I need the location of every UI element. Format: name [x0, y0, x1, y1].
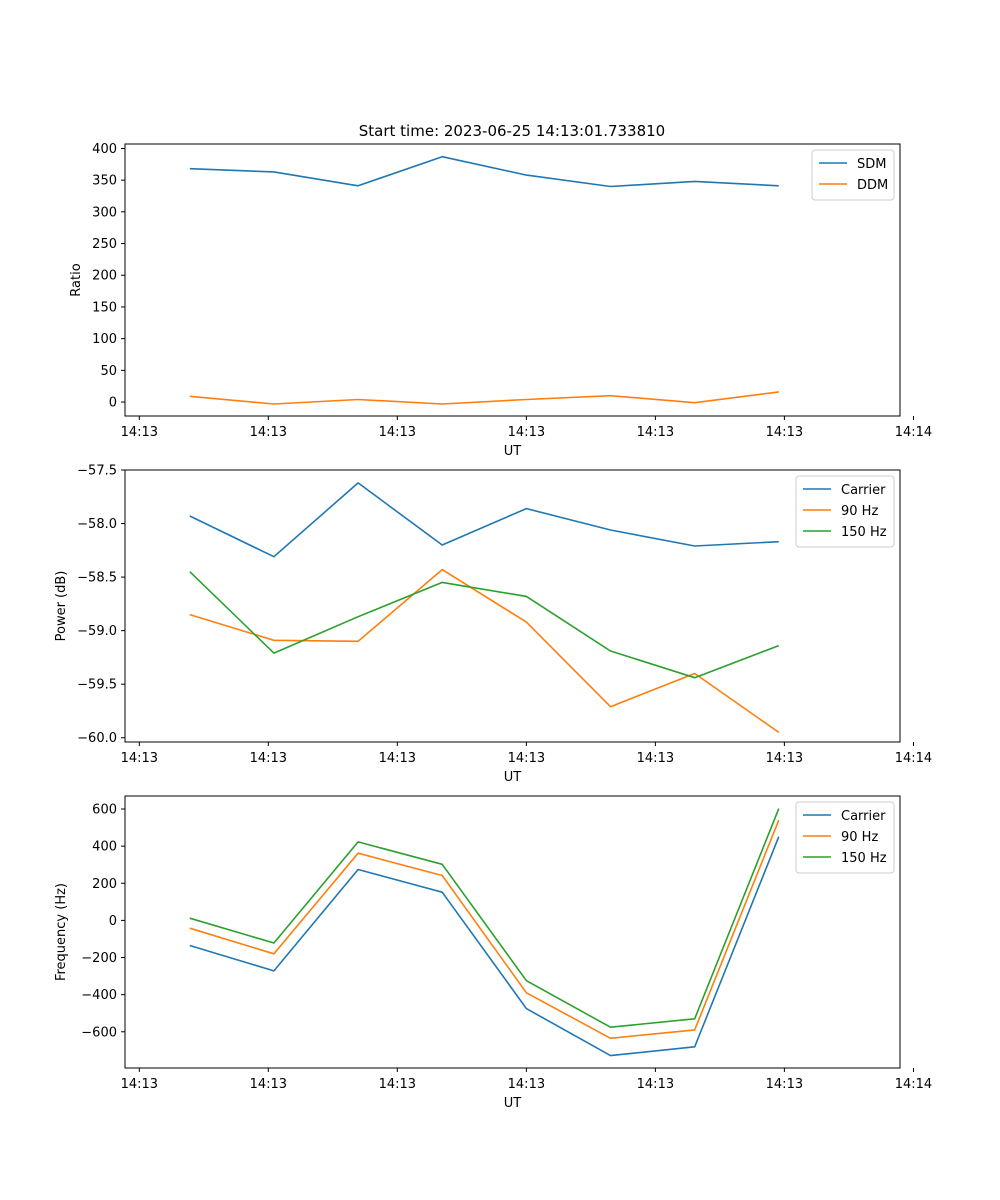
plots-container: 14:13 14:13 14:13 14:13 14:13 14:13 14:14 0 50 10…	[54, 142, 932, 1111]
x-tick-label: 14:13	[250, 425, 287, 440]
y-axis-label: Ratio	[69, 263, 84, 296]
y-tick-label: −58.5	[77, 571, 117, 586]
x-tick-label: 14:13	[121, 1077, 158, 1092]
y-tick-label: −60.0	[77, 731, 117, 746]
x-tick-label: 14:13	[121, 425, 158, 440]
y-tick-label: 600	[92, 802, 117, 817]
x-axis-label: UT	[504, 444, 522, 459]
y-tick-label: −58.0	[77, 517, 117, 532]
legend-label: 90 Hz	[841, 504, 878, 519]
x-axis-label: UT	[504, 770, 522, 785]
y-tick-label: 100	[92, 332, 117, 347]
legend: SDM DDM	[811, 149, 895, 201]
y-tick-label: −200	[81, 951, 117, 966]
series-line-150-hz	[189, 808, 780, 1028]
x-tick-label: 14:13	[637, 751, 674, 766]
x-tick-label: 14:13	[766, 425, 803, 440]
legend-label: Carrier	[841, 809, 886, 824]
x-tick-label: 14:13	[637, 425, 674, 440]
x-tick-label: 14:13	[508, 1077, 545, 1092]
legend-label: DDM	[857, 178, 888, 193]
x-tick-label: 14:14	[895, 751, 932, 766]
series-line-carrier	[189, 482, 779, 558]
series-line-150-hz	[189, 571, 780, 679]
y-axis-label: Power (dB)	[54, 571, 69, 642]
axes-frame	[124, 795, 901, 1069]
axes-frame	[124, 469, 901, 743]
y-tick-label: 350	[92, 174, 117, 189]
x-tick-label: 14:13	[508, 425, 545, 440]
legend-label: 150 Hz	[841, 851, 887, 866]
y-tick-label: 200	[92, 269, 117, 284]
subplot-1: 14:13 14:13 14:13 14:13 14:13 14:13 14:14 0 50 10…	[69, 142, 932, 459]
y-tick-label: −400	[81, 988, 117, 1003]
subplot-2: 14:13 14:13 14:13 14:13 14:13 14:13 14:14 −60.0…	[54, 464, 932, 786]
x-tick-label: 14:13	[250, 751, 287, 766]
series-line-90-hz	[189, 819, 780, 1040]
y-tick-label: 250	[92, 237, 117, 252]
legend: Carrier 90 Hz 150 Hz	[795, 475, 895, 548]
subplot-3: 14:13 14:13 14:13 14:13 14:13 14:13 14:14 −600 −…	[54, 795, 932, 1111]
y-tick-label: 0	[109, 396, 117, 411]
y-tick-label: −59.0	[77, 624, 117, 639]
series-line-sdm	[189, 155, 779, 188]
x-tick-label: 14:13	[379, 1077, 416, 1092]
x-tick-label: 14:13	[121, 751, 158, 766]
y-tick-label: 50	[100, 364, 117, 379]
y-tick-label: −59.5	[77, 678, 117, 693]
y-axis-label: Frequency (Hz)	[54, 883, 69, 981]
x-axis-label: UT	[504, 1096, 522, 1111]
axes-frame	[124, 143, 901, 417]
y-tick-label: 300	[92, 205, 117, 220]
y-tick-label: −600	[81, 1025, 117, 1040]
series-line-carrier	[189, 836, 780, 1057]
legend-label: SDM	[857, 157, 886, 172]
y-tick-label: 400	[92, 142, 117, 157]
x-tick-label: 14:13	[379, 425, 416, 440]
legend-label: 150 Hz	[841, 525, 887, 540]
x-tick-label: 14:13	[766, 1077, 803, 1092]
figure-title: Start time: 2023-06-25 14:13:01.733810	[359, 122, 665, 140]
legend-box	[795, 801, 895, 874]
legend-label: 90 Hz	[841, 830, 878, 845]
x-tick-label: 14:13	[508, 751, 545, 766]
x-tick-label: 14:13	[250, 1077, 287, 1092]
y-tick-label: 400	[92, 840, 117, 855]
x-tick-label: 14:13	[637, 1077, 674, 1092]
legend-label: Carrier	[841, 483, 886, 498]
x-tick-label: 14:14	[895, 425, 932, 440]
y-tick-label: 200	[92, 877, 117, 892]
series-line-90-hz	[189, 568, 780, 734]
y-tick-label: −57.5	[77, 464, 117, 479]
x-tick-label: 14:13	[379, 751, 416, 766]
x-tick-label: 14:14	[895, 1077, 932, 1092]
x-tick-label: 14:13	[766, 751, 803, 766]
y-tick-label: 150	[92, 300, 117, 315]
legend-box	[795, 475, 895, 548]
series-line-ddm	[189, 391, 779, 405]
y-tick-label: 0	[109, 914, 117, 929]
legend: Carrier 90 Hz 150 Hz	[795, 801, 895, 874]
